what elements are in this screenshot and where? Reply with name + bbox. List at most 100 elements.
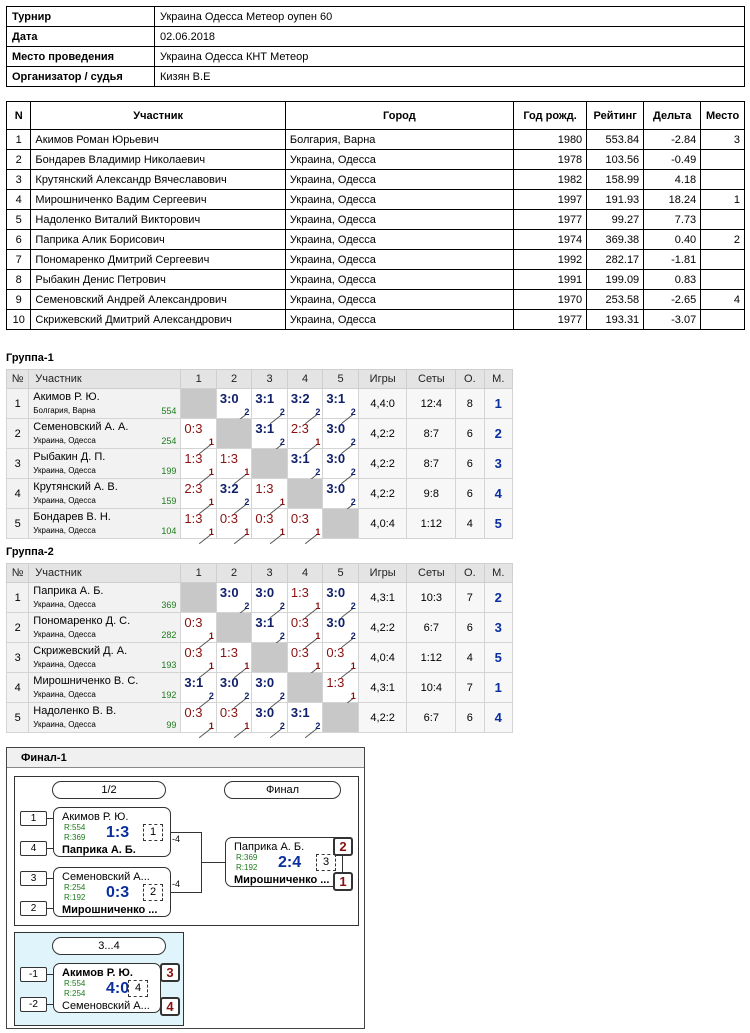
column-header: Игры [357, 563, 408, 583]
table-cell [700, 249, 745, 270]
player-meta: Украина, Одесса 199 [33, 466, 176, 476]
group-place: 2 [483, 582, 514, 613]
match-points: 1 [244, 527, 250, 537]
table-cell: 4 [700, 289, 745, 310]
match-points: 1 [244, 721, 250, 731]
player-city: Украина, Одесса [33, 690, 96, 699]
table-cell: 7 [5, 249, 32, 270]
match-points: 1 [315, 661, 321, 671]
result-cell: 3:0 2 [215, 388, 253, 425]
table-cell: 3 [700, 129, 745, 150]
table-cell: 193.31 [586, 309, 645, 330]
games-stat: 4,2:2 [357, 448, 408, 479]
result-cell: 3:2 2 [286, 388, 324, 425]
result-cell: 0:3 1 [322, 642, 359, 679]
player-meta: Украина, Одесса 193 [33, 660, 176, 670]
match-points: 2 [279, 721, 285, 731]
match-points: 2 [279, 631, 285, 641]
info-row: Организатор / судья Кизян В.Е [6, 66, 745, 87]
games-stat: 4,4:0 [357, 388, 408, 419]
match-points: 1 [315, 631, 321, 641]
column-header: 3 [251, 369, 288, 389]
table-cell: 8 [5, 269, 32, 290]
match-score: 3:0 [326, 615, 346, 630]
match-score: 3:1 [255, 615, 275, 630]
match-points: 2 [315, 407, 321, 417]
sets-stat: 8:7 [406, 448, 457, 479]
match-points: 2 [244, 497, 250, 507]
column-header: О. [455, 563, 485, 583]
table-cell: 553.84 [586, 129, 645, 150]
match-score: 0:3 [106, 884, 130, 901]
group-2-table: № Участник 1 2 3 4 5 Игры Сеты О. М. 1 Паприка А. Б… [5, 563, 514, 739]
table-cell: Украина, Одесса [284, 209, 514, 230]
player-name: Паприка А. Б. [234, 841, 305, 853]
result-cell: 1:3 1 [180, 448, 217, 485]
group-place: 5 [483, 642, 514, 673]
participants-table: N Участник Город Год рожд. Рейтинг Дельта Мест… [5, 101, 745, 330]
player-rating: 369 [161, 600, 177, 610]
table-cell: 0.83 [643, 269, 702, 290]
place-badge: 2 [333, 837, 353, 856]
column-header: 4 [286, 369, 324, 389]
column-header: N [5, 101, 32, 130]
match-points: 2 [350, 407, 356, 417]
match-points: 1 [315, 437, 321, 447]
round-third-label: 3...4 [52, 937, 166, 955]
games-stat: 4,3:1 [357, 672, 408, 703]
table-cell: 7.73 [643, 209, 702, 230]
match-score: 1:3 [106, 824, 130, 841]
match-number: 4 [128, 980, 148, 997]
self-match-cell [215, 418, 253, 449]
table-row: 3 Скрижевский Д. А. Украина, Одесса 193 0:3 1… [5, 642, 514, 679]
final-match[interactable]: Паприка А. Б. R:369 R:192 2:4 Мирошничен… [225, 837, 343, 887]
match-score: 2:3 [290, 421, 309, 436]
player-meta: Болгария, Варна 554 [33, 406, 176, 416]
table-cell: -0.49 [643, 149, 702, 170]
result-cell: 1:3 1 [322, 672, 359, 709]
match-score: 3:0 [326, 585, 346, 600]
seed-label: 3 [20, 871, 47, 886]
self-match-cell [286, 478, 324, 509]
group-2-title: Группа-2 [6, 546, 54, 558]
info-value: 02.06.2018 [154, 26, 745, 47]
match-score: 1:3 [255, 481, 274, 496]
player-rating: R:554 [64, 823, 86, 832]
column-header: Место [700, 101, 745, 130]
table-cell: 1974 [512, 229, 588, 250]
player-name: Семеновский А... [62, 871, 150, 883]
match-points: 1 [208, 661, 214, 671]
info-value: Украина Одесса Метеор оупен 60 [154, 6, 745, 27]
match-score: 3:1 [290, 451, 310, 466]
player-city: Украина, Одесса [33, 600, 96, 609]
table-row: 1 Акимов Р. Ю. Болгария, Варна 554 3:0 2 3:1 2 3… [5, 388, 514, 425]
table-cell: Скрижевский Дмитрий Александрович [30, 309, 286, 330]
row-number: 1 [5, 582, 30, 613]
group-place: 5 [483, 508, 514, 539]
player-rating: 159 [161, 496, 177, 506]
self-match-cell [286, 672, 324, 703]
games-stat: 4,2:2 [357, 418, 408, 449]
column-header: Рейтинг [586, 101, 645, 130]
player-city: Украина, Одесса [33, 630, 96, 639]
match-points: 2 [350, 631, 356, 641]
table-row: 2 Семеновский А. А. Украина, Одесса 254 0:3 1… [5, 418, 514, 455]
table-row: 10 Скрижевский Дмитрий Александрович Украи… [5, 309, 745, 330]
result-cell: 3:0 2 [322, 478, 359, 515]
points-stat: 6 [455, 478, 485, 509]
round-semis-label: 1/2 [52, 781, 166, 799]
points-stat: 7 [455, 672, 485, 703]
match-score: 1:3 [219, 451, 238, 466]
match-number: 3 [316, 854, 336, 871]
match-score: 3:0 [326, 451, 346, 466]
row-number: 3 [5, 642, 30, 673]
place-badge: 3 [160, 963, 180, 982]
match-points: 2 [279, 601, 285, 611]
row-number: 4 [5, 478, 30, 509]
column-header: 5 [322, 563, 359, 583]
match-score: 0:3 [219, 511, 238, 526]
player-name: Паприка А. Б. [33, 585, 104, 597]
player-cell: Пономаренко Д. С. Украина, Одесса 282 [28, 612, 182, 643]
group-place: 4 [483, 702, 514, 733]
result-cell: 0:3 1 [180, 418, 217, 455]
